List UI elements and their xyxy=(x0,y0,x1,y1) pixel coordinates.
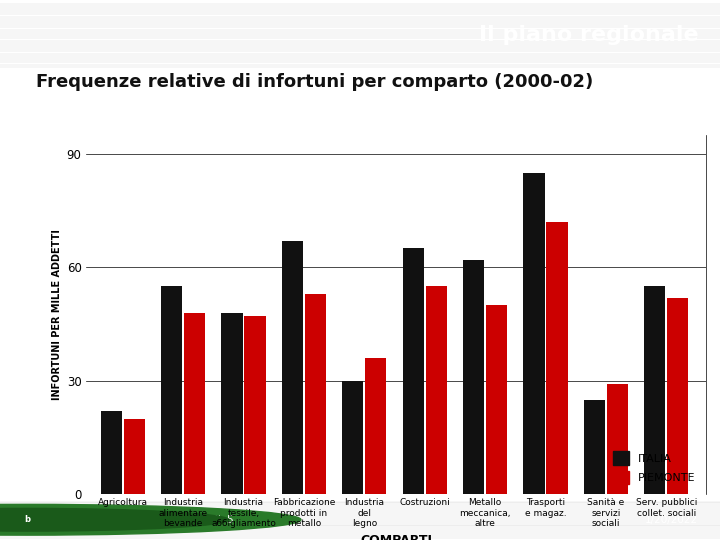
Bar xyxy=(667,298,688,494)
Bar xyxy=(584,400,605,494)
Bar xyxy=(282,241,303,494)
X-axis label: COMPARTI: COMPARTI xyxy=(360,534,432,540)
Bar xyxy=(305,294,326,494)
Text: 1/20/2022: 1/20/2022 xyxy=(645,515,698,525)
Bar xyxy=(644,286,665,494)
Bar xyxy=(486,305,507,494)
Bar xyxy=(244,316,266,494)
Bar xyxy=(426,286,446,494)
Y-axis label: INFORTUNI PER MILLE ADDETTI: INFORTUNI PER MILLE ADDETTI xyxy=(53,229,63,400)
Bar xyxy=(523,173,544,494)
Bar xyxy=(365,358,387,494)
Bar xyxy=(222,313,243,494)
Bar xyxy=(342,381,364,494)
Circle shape xyxy=(0,504,301,535)
Text: Servizio di Epidemiologia – ASL 5: Servizio di Epidemiologia – ASL 5 xyxy=(61,515,234,525)
Bar xyxy=(402,248,424,494)
Text: Il piano regionale: Il piano regionale xyxy=(479,25,698,45)
Bar xyxy=(101,411,122,494)
Bar xyxy=(546,222,567,494)
Bar xyxy=(463,260,484,494)
Legend: ITALIA, PIEMONTE: ITALIA, PIEMONTE xyxy=(608,447,700,489)
Bar xyxy=(161,286,182,494)
Bar xyxy=(124,418,145,494)
Text: Frequenze relative di infortuni per comparto (2000-02): Frequenze relative di infortuni per comp… xyxy=(36,73,593,91)
Bar xyxy=(184,313,205,494)
Circle shape xyxy=(0,509,229,531)
Bar xyxy=(607,384,628,494)
Text: b: b xyxy=(24,515,30,524)
